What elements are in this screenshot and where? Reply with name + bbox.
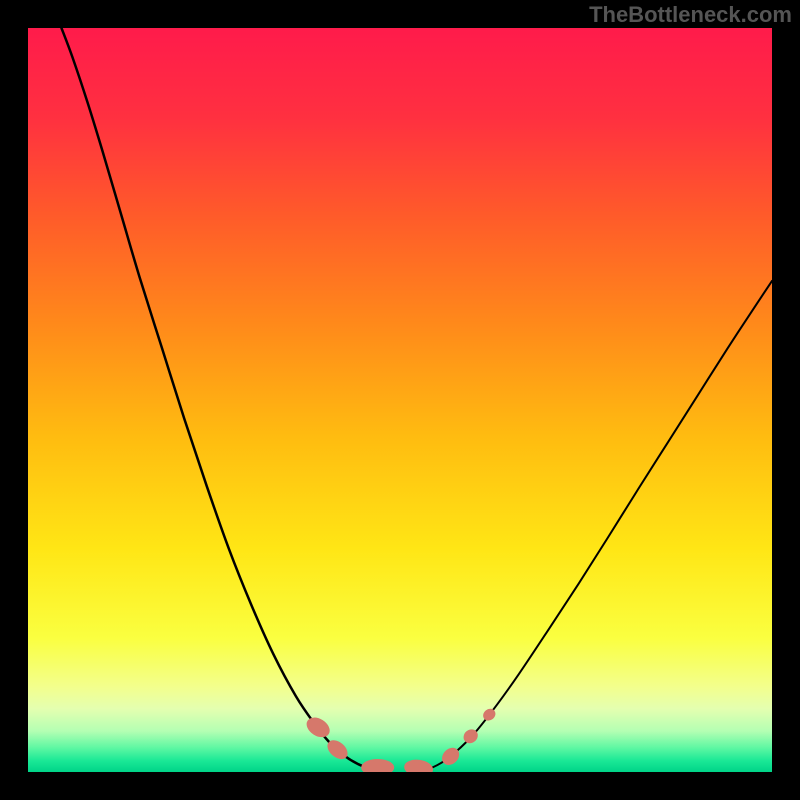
watermark-text: TheBottleneck.com [589, 2, 792, 27]
plot-area [28, 28, 772, 772]
bottleneck-chart: TheBottleneck.com [0, 0, 800, 800]
